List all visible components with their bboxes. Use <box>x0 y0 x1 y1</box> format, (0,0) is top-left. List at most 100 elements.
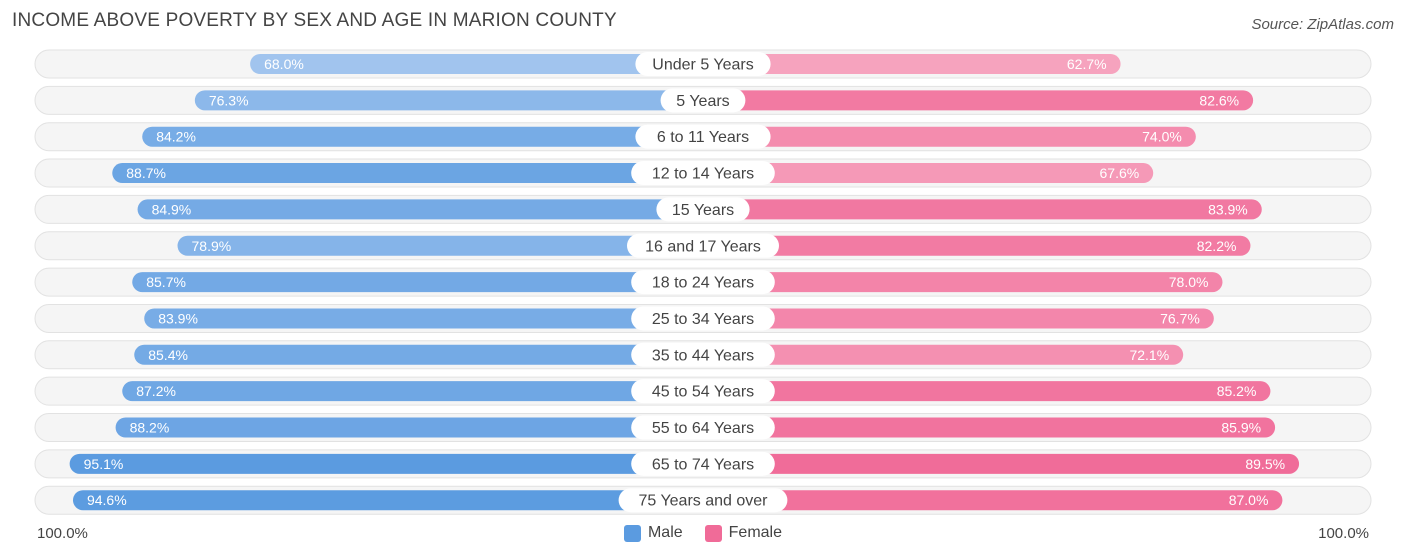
female-value-label: 74.0% <box>1142 129 1182 145</box>
female-value-label: 89.5% <box>1245 456 1285 472</box>
category-label: 65 to 74 Years <box>652 456 754 473</box>
female-bar <box>703 163 1154 184</box>
category-label: Under 5 Years <box>652 57 753 74</box>
female-bar <box>703 199 1262 220</box>
female-bar <box>703 490 1283 511</box>
female-bar <box>703 417 1276 438</box>
male-value-label: 84.9% <box>152 201 192 217</box>
female-bar <box>703 453 1300 474</box>
category-label: 15 Years <box>672 202 734 219</box>
female-bar <box>703 90 1254 111</box>
female-value-label: 82.2% <box>1197 238 1237 254</box>
category-pill <box>631 306 775 331</box>
male-value-label: 78.9% <box>192 238 232 254</box>
male-bar <box>142 126 703 147</box>
female-value-label: 85.9% <box>1221 420 1261 436</box>
female-bar <box>703 308 1214 329</box>
male-value-label: 94.6% <box>87 492 127 508</box>
category-label: 75 Years and over <box>639 493 769 510</box>
female-value-label: 78.0% <box>1169 274 1209 290</box>
male-bar <box>69 453 703 474</box>
axis-left-label: 100.0% <box>37 525 88 542</box>
category-pill <box>631 161 775 186</box>
female-value-label: 76.7% <box>1160 310 1200 326</box>
category-label: 6 to 11 Years <box>657 129 749 146</box>
male-bar <box>115 417 703 438</box>
male-value-label: 84.2% <box>156 129 196 145</box>
female-value-label: 67.6% <box>1100 165 1140 181</box>
male-bar <box>194 90 704 111</box>
category-pill <box>631 379 775 404</box>
male-value-label: 83.9% <box>158 310 198 326</box>
source-credit: Source: ZipAtlas.com <box>1251 16 1394 33</box>
category-label: 12 to 14 Years <box>652 166 754 183</box>
legend-female-label: Female <box>728 524 783 541</box>
chart-row: 84.9% 83.9% 15 Years <box>34 194 1372 224</box>
category-pill <box>631 451 775 476</box>
male-bar <box>134 344 704 365</box>
category-pill <box>635 52 771 76</box>
legend-male-label: Male <box>647 524 683 541</box>
male-value-label: 87.2% <box>136 383 176 399</box>
category-label: 16 and 17 Years <box>645 238 761 255</box>
category-pill <box>660 88 746 113</box>
male-bar <box>250 54 703 74</box>
legend-female-swatch <box>704 524 722 542</box>
chart-row: 85.7% 78.0% 18 to 24 Years <box>34 267 1372 297</box>
category-pill <box>635 124 771 149</box>
category-label: 35 to 44 Years <box>652 347 754 364</box>
chart-row: 85.4% 72.1% 35 to 44 Years <box>34 340 1372 370</box>
category-label: 45 to 54 Years <box>652 384 754 401</box>
female-value-label: 62.7% <box>1067 56 1107 72</box>
chart-row: 78.9% 82.2% 16 and 17 Years <box>34 231 1372 261</box>
chart-row: 87.2% 85.2% 45 to 54 Years <box>34 376 1372 406</box>
female-value-label: 82.6% <box>1199 92 1239 108</box>
male-value-label: 88.2% <box>130 420 170 436</box>
female-value-label: 83.9% <box>1208 201 1248 217</box>
male-value-label: 76.3% <box>209 92 249 108</box>
chart-row: 88.2% 85.9% 55 to 64 Years <box>34 413 1372 442</box>
category-pill <box>656 197 750 222</box>
female-value-label: 87.0% <box>1229 492 1269 508</box>
chart-row: 83.9% 76.7% 25 to 34 Years <box>34 303 1372 333</box>
category-label: 55 to 64 Years <box>652 420 754 437</box>
category-pill <box>631 270 775 295</box>
female-value-label: 85.2% <box>1217 383 1257 399</box>
male-value-label: 95.1% <box>84 456 124 472</box>
category-pill <box>631 415 775 440</box>
female-bar <box>703 272 1223 293</box>
chart-row: 95.1% 89.5% 65 to 74 Years <box>34 449 1372 479</box>
male-bar <box>112 163 704 184</box>
category-pill <box>618 488 788 513</box>
chart-row: 88.7% 67.6% 12 to 14 Years <box>34 158 1372 188</box>
category-label: 5 Years <box>676 93 729 110</box>
category-pill <box>631 342 775 367</box>
chart-row: 94.6% 87.0% 75 Years and over <box>34 485 1372 515</box>
female-bar <box>703 54 1121 74</box>
male-value-label: 88.7% <box>126 165 166 181</box>
female-bar <box>703 235 1251 256</box>
legend-male: Male <box>623 524 683 542</box>
female-value-label: 72.1% <box>1129 347 1169 363</box>
male-bar <box>137 199 704 220</box>
axis-right-label: 100.0% <box>1318 525 1369 542</box>
diverging-bar-chart: 68.0% 62.7% Under 5 Years 76.3% 82.6% 5 Years… <box>34 49 1372 515</box>
category-pill <box>627 233 779 258</box>
legend-female: Female <box>704 524 783 542</box>
chart-row: 76.3% 82.6% 5 Years <box>34 85 1372 115</box>
male-bar <box>132 272 703 293</box>
category-label: 25 to 34 Years <box>652 311 754 328</box>
male-value-label: 85.7% <box>146 274 186 290</box>
female-bar <box>703 344 1184 365</box>
male-bar <box>177 235 703 256</box>
legend-male-swatch <box>623 524 641 542</box>
male-value-label: 85.4% <box>148 347 188 363</box>
chart-row: 68.0% 62.7% Under 5 Years <box>34 49 1372 79</box>
female-bar <box>703 126 1196 147</box>
male-bar <box>144 308 703 329</box>
male-bar <box>122 381 704 402</box>
chart-row: 84.2% 74.0% 6 to 11 Years <box>34 122 1372 152</box>
chart-title: INCOME ABOVE POVERTY BY SEX AND AGE IN M… <box>12 10 617 31</box>
female-bar <box>703 381 1271 402</box>
legend: Male Female <box>0 524 1406 542</box>
